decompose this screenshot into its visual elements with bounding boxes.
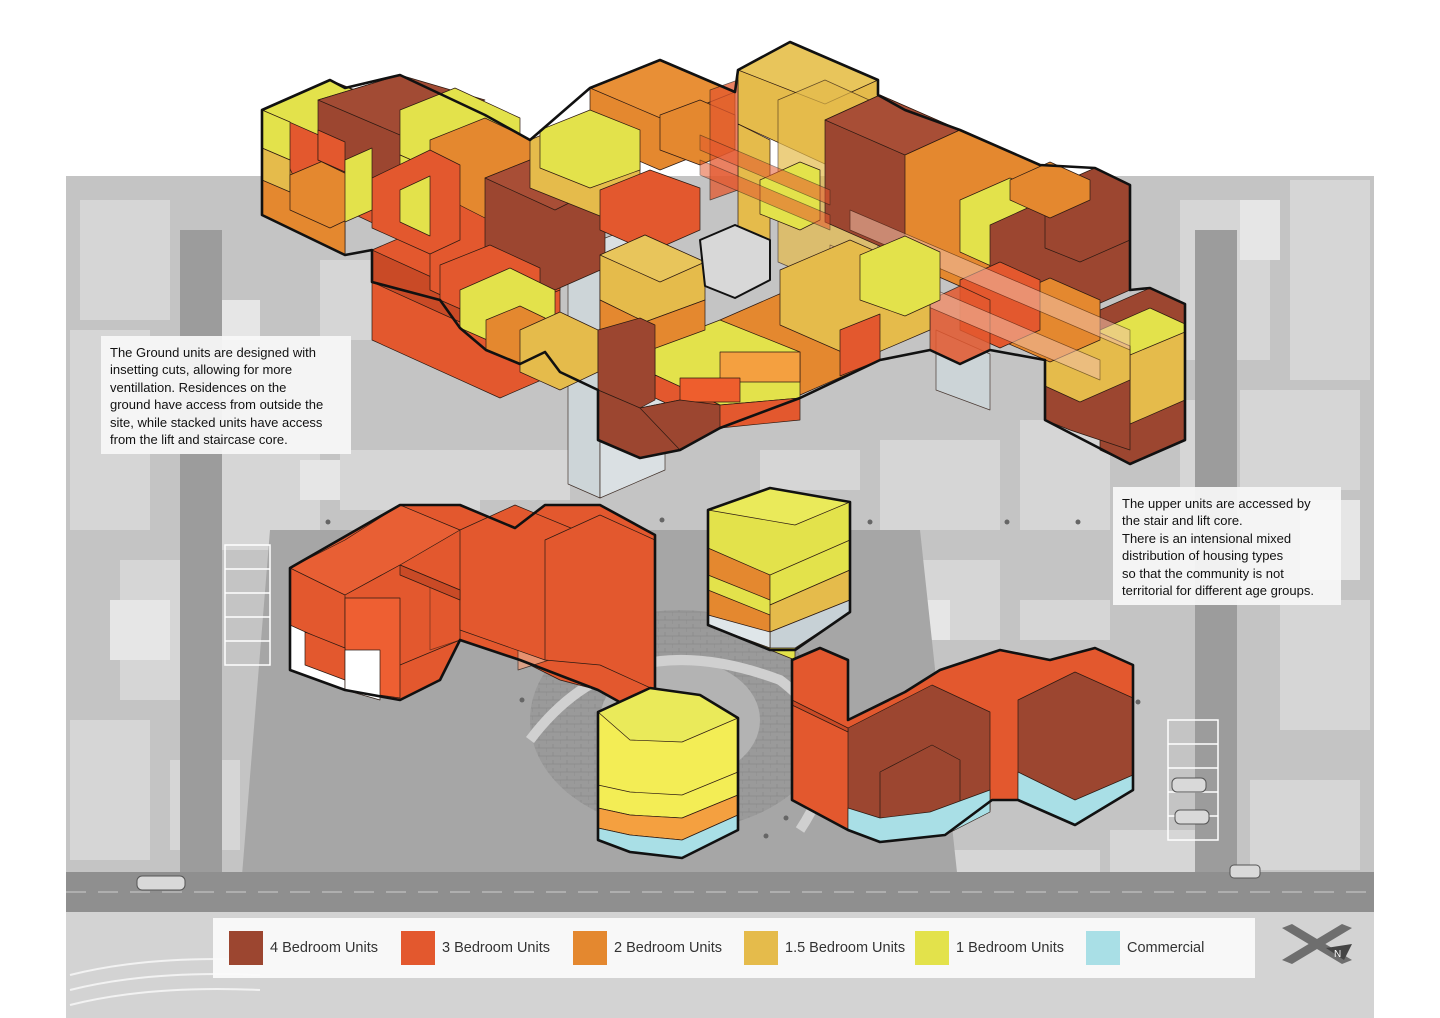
ground-note-line: from the lift and staircase core. xyxy=(110,432,288,448)
legend-label: 3 Bedroom Units xyxy=(442,940,550,956)
upper-block-outline xyxy=(260,40,1187,466)
upper-note-line: the stair and lift core. xyxy=(1122,513,1243,529)
upper-note-line: distribution of housing types xyxy=(1122,548,1284,564)
center-tower-outline xyxy=(706,486,852,652)
east-block-outline xyxy=(790,646,1135,844)
legend-label: 2 Bedroom Units xyxy=(614,940,722,956)
ground-note-line: insetting cuts, allowing for more xyxy=(110,362,293,378)
ground-block-south-tower xyxy=(596,686,740,860)
upper-note-line: territorial for different age groups. xyxy=(1122,583,1314,599)
legend-item-3-bedroom: 3 Bedroom Units xyxy=(401,930,550,966)
car-icon xyxy=(136,777,1261,891)
legend-label: 1.5 Bedroom Units xyxy=(785,940,906,956)
legend-item-1-5-bedroom: 1.5 Bedroom Units xyxy=(744,930,905,966)
ground-note-line: ventillation. Residences on the xyxy=(110,379,287,395)
south-tower-outline xyxy=(596,686,740,860)
upper-note-line: There is an intensional mixed xyxy=(1122,530,1292,546)
north-label: N xyxy=(1334,949,1341,960)
legend-swatch xyxy=(401,931,435,965)
legend-item-1-bedroom: 1 Bedroom Units xyxy=(915,930,1064,966)
ground-block-east xyxy=(790,646,1135,844)
legend-item-2-bedroom: 2 Bedroom Units xyxy=(573,930,722,966)
road-west xyxy=(180,230,222,930)
upper-note-line: The upper units are accessed by xyxy=(1122,496,1311,511)
unit-type-legend: 4 Bedroom Units 3 Bedroom Units 2 Bedroo… xyxy=(213,918,1255,978)
upper-units-note: The upper units are accessed by the stai… xyxy=(1113,487,1341,605)
ground-note-line: The Ground units are designed with xyxy=(110,345,316,360)
legend-swatch xyxy=(573,931,607,965)
legend-swatch xyxy=(744,931,778,965)
north-arrow-icon: N xyxy=(1282,924,1352,964)
ground-note-line: ground have access from outside the xyxy=(110,397,324,413)
parking-west xyxy=(224,544,271,666)
legend-label: 4 Bedroom Units xyxy=(270,940,378,956)
legend-item-commercial: Commercial xyxy=(1086,930,1204,966)
ground-note-line: site, while stacked units have access xyxy=(110,414,323,430)
legend-swatch xyxy=(1086,931,1120,965)
ground-block-center-tower xyxy=(706,486,852,661)
courtyard-outline xyxy=(699,224,771,299)
legend-swatch xyxy=(229,931,263,965)
legend-label: Commercial xyxy=(1127,940,1205,956)
upper-stacked-block xyxy=(260,40,1187,499)
site-posts xyxy=(325,517,1141,839)
legend-item-4-bedroom: 4 Bedroom Units xyxy=(229,930,378,966)
ground-units-note: The Ground units are designed with inset… xyxy=(101,336,351,454)
upper-note-line: so that the community is not xyxy=(1122,565,1284,581)
legend-label: 1 Bedroom Units xyxy=(956,940,1064,956)
legend-swatch xyxy=(915,931,949,965)
parking-east xyxy=(1167,719,1219,841)
